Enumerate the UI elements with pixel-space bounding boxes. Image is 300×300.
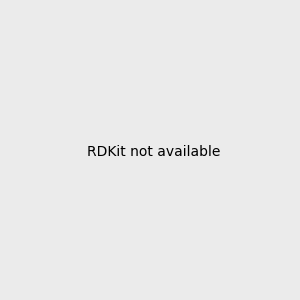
Text: RDKit not available: RDKit not available [87,145,220,158]
